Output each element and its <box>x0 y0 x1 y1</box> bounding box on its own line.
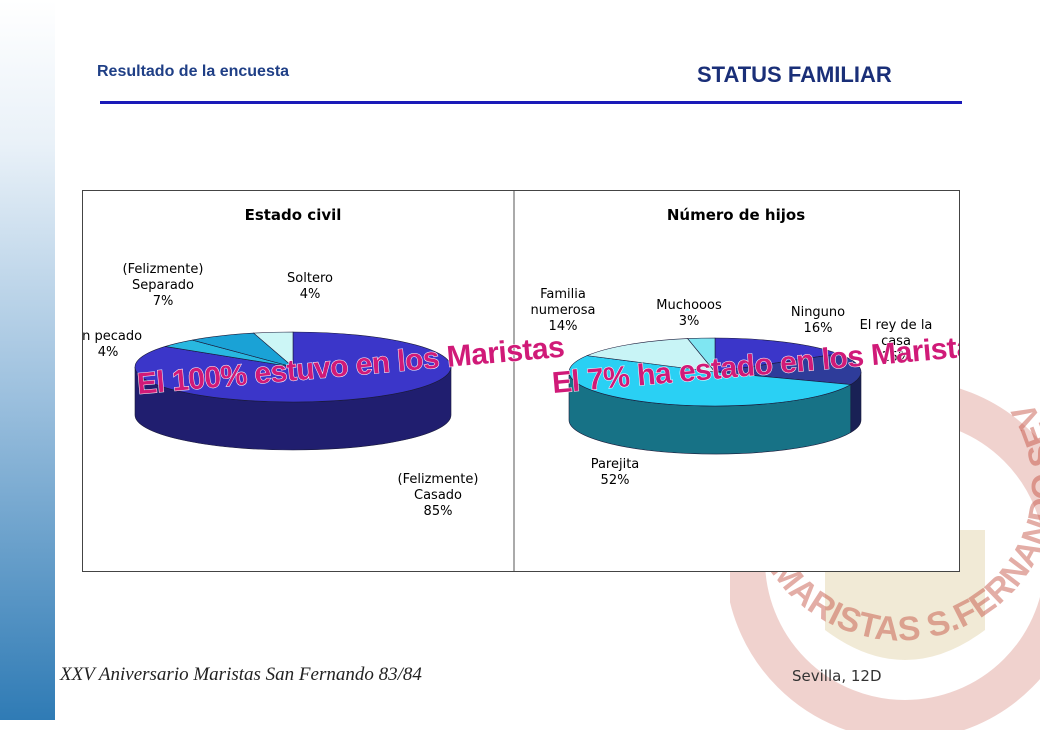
slice-label-line: numerosa <box>531 303 596 318</box>
slice-label-line: En pecado <box>83 329 142 344</box>
slice-percent: 7% <box>153 294 174 309</box>
slice-label-soltero: Soltero 4% <box>287 271 333 302</box>
slice-percent: 85% <box>424 504 453 519</box>
pie-slice-parejita <box>568 355 852 407</box>
title-divider <box>100 101 962 104</box>
slice-label-line: Casado <box>414 488 462 503</box>
slice-label-line: (Felizmente) <box>123 262 204 277</box>
slice-label-parejita: Parejita 52% <box>591 457 640 488</box>
chart-title: Número de hijos <box>667 206 805 224</box>
slice-label-line: (Felizmente) <box>398 472 479 487</box>
slice-percent: 4% <box>98 345 119 360</box>
slice-label-line: Familia <box>540 287 586 302</box>
slice-label-line: El rey de la <box>860 318 933 333</box>
page-title: STATUS FAMILIAR <box>697 62 892 87</box>
slice-percent: 52% <box>601 473 630 488</box>
slice-percent: 14% <box>549 319 578 334</box>
slice-label-line: casa <box>881 334 911 349</box>
slice-label-familia-numerosa: Familia numerosa 14% <box>531 287 596 334</box>
slice-label-line: Separado <box>132 278 194 293</box>
footer-anniversary: XXV Aniversario Maristas San Fernando 83… <box>60 664 422 685</box>
slice-label-ninguno: Ninguno 16% <box>791 305 845 336</box>
slice-label-felizmente-casado: (Felizmente) Casado 85% <box>398 472 479 519</box>
survey-subtitle: Resultado de la encuesta <box>97 63 290 80</box>
slice-label-felizmente-separado: (Felizmente) Separado 7% <box>123 262 204 309</box>
pie-slice-el-rey-de-la-casa <box>714 353 862 385</box>
pie-slice-ninguno <box>714 337 839 373</box>
slice-percent: 4% <box>300 287 321 302</box>
chart-title: Estado civil <box>245 206 342 224</box>
pie-slice-familia-numerosa <box>585 338 716 373</box>
slice-label-line: Muchooos <box>656 298 722 313</box>
slice-label-el-rey-de-la-casa: El rey de la casa 15% <box>860 318 933 365</box>
slice-label-line: Ninguno <box>791 305 845 320</box>
slice-label-muchooos: Muchooos 3% <box>656 298 722 329</box>
left-gradient-bar <box>0 0 55 720</box>
slice-percent: 3% <box>679 314 700 329</box>
slice-percent: 15% <box>882 350 911 365</box>
slice-label-line: Parejita <box>591 457 640 472</box>
pie-slice-soltero <box>252 331 294 368</box>
slice-label-line: Soltero <box>287 271 333 286</box>
footer-location: Sevilla, 12D <box>792 667 882 685</box>
slice-percent: 16% <box>804 321 833 336</box>
pie-slice-muchooos <box>687 337 716 373</box>
